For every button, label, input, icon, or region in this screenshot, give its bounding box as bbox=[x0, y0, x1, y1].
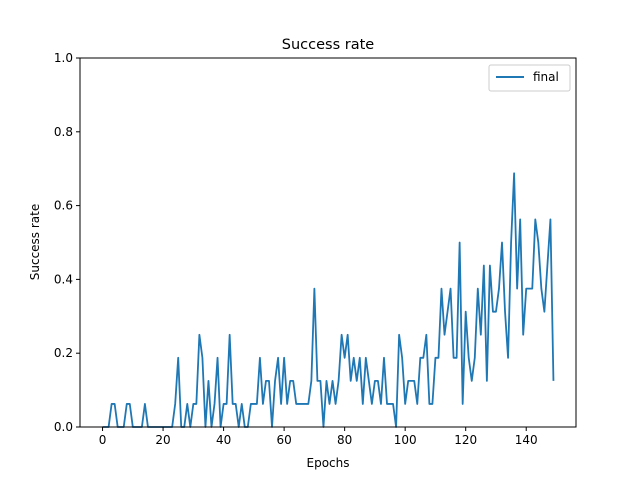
x-tick-label: 140 bbox=[515, 433, 538, 447]
x-tick-label: 0 bbox=[99, 433, 107, 447]
legend-box bbox=[488, 64, 571, 92]
plot-frame bbox=[79, 57, 577, 428]
legend-label-final: final bbox=[533, 70, 559, 84]
y-tick-label: 1.0 bbox=[54, 51, 73, 65]
data-layer bbox=[102, 172, 555, 428]
y-axis: 0.0 0.2 0.4 0.6 0.8 1.0 bbox=[54, 51, 80, 434]
legend: final bbox=[488, 64, 571, 92]
series-line-final bbox=[102, 172, 555, 428]
y-tick-label: 0.4 bbox=[54, 272, 73, 286]
y-axis-label: Success rate bbox=[28, 204, 42, 281]
x-tick-label: 120 bbox=[454, 433, 477, 447]
x-axis-label: Epochs bbox=[307, 456, 350, 470]
x-tick-label: 60 bbox=[276, 433, 291, 447]
y-tick-label: 0.2 bbox=[54, 346, 73, 360]
chart-title: Success rate bbox=[282, 37, 375, 53]
y-tick-label: 0.0 bbox=[54, 420, 73, 434]
x-tick-label: 40 bbox=[216, 433, 231, 447]
x-tick-label: 80 bbox=[337, 433, 352, 447]
x-axis: 0 20 40 60 80 100 120 140 bbox=[99, 427, 538, 447]
y-tick-label: 0.8 bbox=[54, 125, 73, 139]
y-tick-label: 0.6 bbox=[54, 199, 73, 213]
x-tick-label: 20 bbox=[155, 433, 170, 447]
x-tick-label: 100 bbox=[394, 433, 417, 447]
